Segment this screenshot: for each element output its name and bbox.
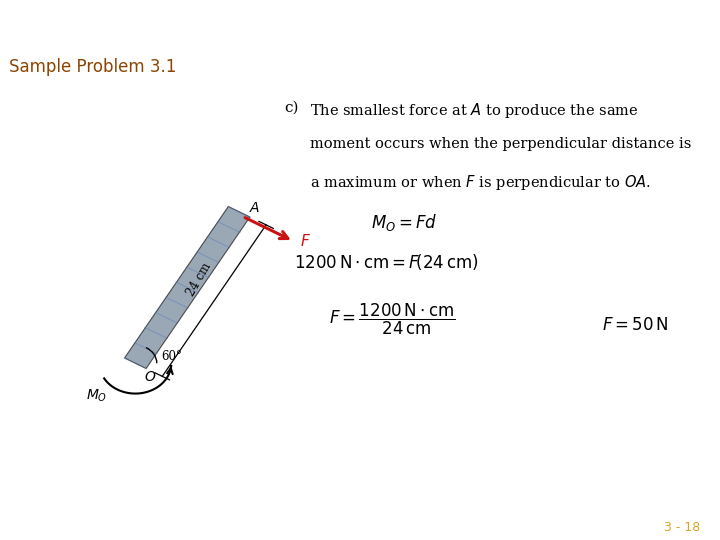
Text: |◄: |◄ xyxy=(9,214,19,223)
Text: $F = \dfrac{1200\,\mathrm{N \cdot cm}}{24\,\mathrm{cm}}$: $F = \dfrac{1200\,\mathrm{N \cdot cm}}{2… xyxy=(329,302,456,337)
Text: 24 cm: 24 cm xyxy=(184,261,214,299)
Text: $F$: $F$ xyxy=(300,233,311,249)
Text: ►|: ►| xyxy=(9,395,19,404)
Text: Sample Problem 3.1: Sample Problem 3.1 xyxy=(9,58,176,76)
Text: $1200\,\mathrm{N \cdot cm} = F\!\left(24\,\mathrm{cm}\right)$: $1200\,\mathrm{N \cdot cm} = F\!\left(24… xyxy=(294,253,479,273)
Polygon shape xyxy=(125,206,250,368)
Text: $F = 50\,\mathrm{N}$: $F = 50\,\mathrm{N}$ xyxy=(603,316,669,334)
Text: Vector Mechanics for Engineers:  Statics: Vector Mechanics for Engineers: Statics xyxy=(9,15,516,35)
Text: ◄: ◄ xyxy=(11,274,17,284)
Text: ►: ► xyxy=(11,335,17,344)
Text: 60°: 60° xyxy=(161,350,182,363)
Text: $O$: $O$ xyxy=(143,370,156,384)
Text: a maximum or when $F$ is perpendicular to $OA$.: a maximum or when $F$ is perpendicular t… xyxy=(310,173,652,192)
Text: 3 - 18: 3 - 18 xyxy=(664,521,700,534)
Text: $M_O$: $M_O$ xyxy=(86,387,107,404)
Text: ⌂: ⌂ xyxy=(12,153,17,163)
Text: c): c) xyxy=(284,101,299,115)
Text: $M_O = Fd$: $M_O = Fd$ xyxy=(371,212,437,233)
Text: The smallest force at $A$ to produce the same: The smallest force at $A$ to produce the… xyxy=(310,101,639,120)
Text: moment occurs when the perpendicular distance is: moment occurs when the perpendicular dis… xyxy=(310,137,692,151)
Text: $A$: $A$ xyxy=(250,201,261,215)
